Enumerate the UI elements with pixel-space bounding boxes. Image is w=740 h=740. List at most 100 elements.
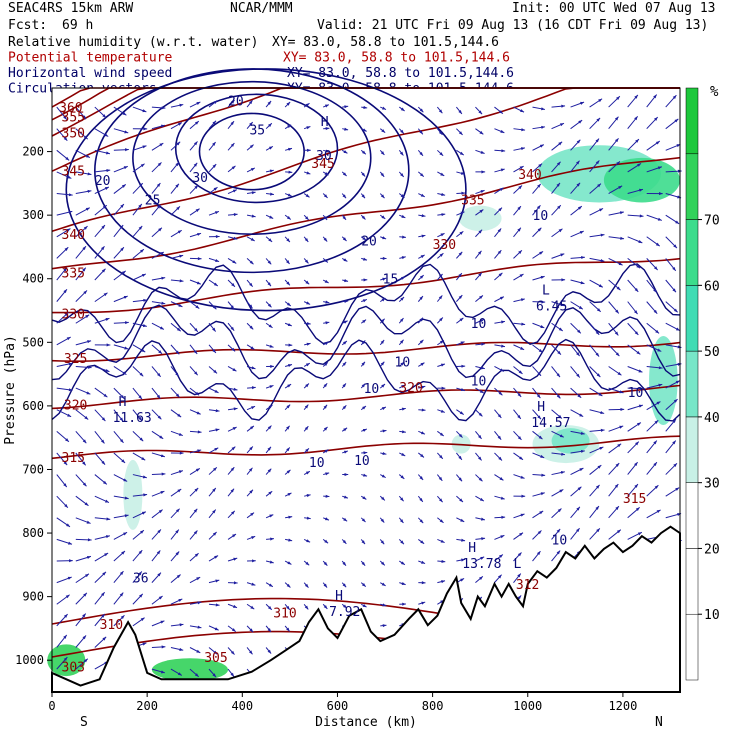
vector-head <box>215 409 220 413</box>
vector-head <box>193 350 198 354</box>
vector-head <box>675 220 680 224</box>
vector-head <box>382 277 387 281</box>
vector-head <box>541 125 546 129</box>
vector-head <box>615 506 619 510</box>
vector-head <box>305 383 309 388</box>
vector-head <box>66 337 71 341</box>
vector-head <box>306 342 311 346</box>
colorbar-band <box>685 219 699 286</box>
vector-head <box>439 253 444 257</box>
wind-contour-line <box>51 263 681 345</box>
vector-head <box>251 191 256 195</box>
vector-head <box>269 169 274 173</box>
vector-head <box>194 553 199 557</box>
vector-head <box>270 537 274 541</box>
vector-head <box>363 105 368 109</box>
vector-head <box>517 414 521 419</box>
vector-head <box>142 109 147 113</box>
vector-head <box>288 538 293 542</box>
vector-head <box>619 211 624 215</box>
vector-head <box>518 185 523 190</box>
vector-head <box>381 561 385 566</box>
vector-head <box>230 305 235 310</box>
vector-head <box>305 216 309 220</box>
vector-head <box>249 144 254 149</box>
vector-head <box>175 372 179 377</box>
vector-head <box>160 124 165 128</box>
vector-head <box>305 193 310 198</box>
vector-head <box>501 320 505 324</box>
vector-head <box>232 427 237 431</box>
vector-head <box>176 327 181 332</box>
plot-frame <box>51 87 681 693</box>
vector-head <box>438 274 443 278</box>
vector-head <box>577 486 582 491</box>
vector-head <box>288 170 293 174</box>
vector-head <box>498 391 503 396</box>
vector-head <box>288 343 293 347</box>
vector-head <box>304 426 309 431</box>
vector-head <box>143 127 148 131</box>
vector-head <box>195 391 200 396</box>
vector-head <box>139 183 143 187</box>
vector-head <box>324 279 329 283</box>
x-tick-label: 0 <box>48 699 55 713</box>
vector-head <box>177 672 182 676</box>
vector-head <box>438 498 443 503</box>
vector-head <box>120 247 124 252</box>
vector-head <box>231 510 235 515</box>
vector-head <box>634 331 639 335</box>
vector-head <box>212 120 217 125</box>
vector-head <box>248 467 253 472</box>
y-tick-label: 1000 <box>15 653 44 667</box>
vector-head <box>83 290 88 295</box>
vector-head <box>479 497 484 502</box>
vector-head <box>401 452 406 456</box>
vector-head <box>556 161 561 166</box>
vector-head <box>614 116 619 121</box>
x-axis-label: Distance (km) <box>315 715 417 730</box>
vector-head <box>323 561 328 566</box>
vector-head <box>441 580 446 584</box>
theta-inline-label: 345 <box>311 157 334 172</box>
vector-head <box>363 451 368 455</box>
theta-inline-label: 335 <box>461 193 484 208</box>
vector-head <box>268 491 273 495</box>
vector-head <box>614 484 619 488</box>
vector-head <box>251 536 256 540</box>
vector-head <box>159 326 164 330</box>
colorbar-label: 60 <box>704 279 720 294</box>
vector-head <box>286 404 291 409</box>
vector-head <box>399 339 404 344</box>
vector-head <box>497 574 502 579</box>
vector-head <box>161 276 166 280</box>
vector-head <box>287 193 292 197</box>
vector-head <box>306 539 311 543</box>
vector-head <box>68 388 73 392</box>
vector-head <box>119 592 124 597</box>
vector-head <box>212 509 216 514</box>
theta-label: 330 <box>62 308 85 323</box>
vector-head <box>363 257 368 261</box>
vector-head <box>636 264 641 269</box>
vector-head <box>267 446 271 451</box>
vector-head <box>212 305 217 310</box>
vector-head <box>248 650 253 655</box>
vector-head <box>323 583 328 588</box>
vector-head <box>540 325 545 328</box>
vector-head <box>419 296 423 300</box>
vector-head <box>214 627 219 631</box>
vector-head <box>179 647 184 651</box>
vector-head <box>578 305 583 310</box>
vector-head <box>342 215 347 220</box>
vector-head <box>497 435 502 440</box>
vector-head <box>197 257 202 261</box>
vector-head <box>361 215 366 220</box>
vector-head <box>287 492 292 496</box>
vector-head <box>673 463 677 468</box>
vector-head <box>520 513 525 517</box>
vector-head <box>419 317 423 322</box>
vector-head <box>441 213 446 217</box>
extremum-symbol: L <box>513 557 521 572</box>
vector-head <box>579 231 584 234</box>
